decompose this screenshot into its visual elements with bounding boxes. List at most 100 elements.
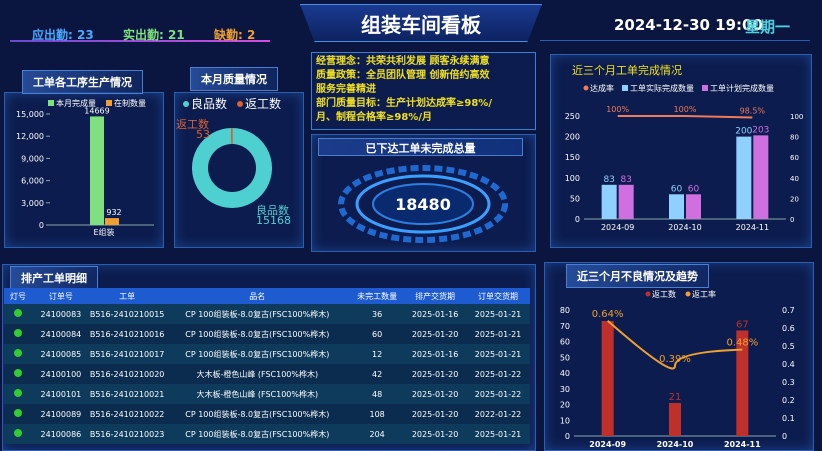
table-row[interactable]: 24100085 B516-2410210017 CP 100组装板-8.0复古(F…: [4, 344, 530, 364]
legend-swatch-rework-count: [645, 291, 651, 297]
completion-panel-title: 近三个月工单完成情况: [572, 64, 682, 77]
y-tick-label: 0: [39, 221, 44, 230]
header-line-left: [10, 40, 270, 42]
defect-chart: 返工数 返工率 80 70 60 50 40 30 20 10 0 0.7 0.6 0.5 0.4 0.…: [560, 289, 795, 449]
y2-tick-label: 0: [782, 432, 787, 441]
completion-bar: [601, 184, 617, 219]
completion-bar: [753, 135, 769, 219]
donut-slice: [192, 128, 272, 208]
schedule-table: 灯号 订单号 工单 品名 未完工数量 排产交货期 订单交货期 24100083 B…: [4, 288, 530, 444]
cell-schedule-date: 2025-01-16: [404, 344, 467, 364]
y2-tick-label: 60: [790, 154, 799, 162]
completion-bar: [669, 194, 684, 219]
status-light-icon: [13, 329, 22, 337]
cell-order-date: 2025-01-21: [466, 424, 530, 444]
bar-completed: [90, 116, 104, 225]
legend-swatch-rate: [583, 85, 589, 91]
cell-product-name: 大木板-橙色山峰 (FSC100%桦木): [164, 384, 351, 404]
completion-bar-label: 203: [752, 125, 769, 135]
table-row[interactable]: 24100084 B516-2410210016 CP 100组装板-8.0复古(F…: [4, 324, 530, 344]
table-row[interactable]: 24100083 B516-2410210015 CP 100组装板-8.0复古(F…: [4, 304, 530, 324]
cell-schedule-date: 2025-01-16: [404, 304, 467, 324]
philosophy-line-1: 经营理念：共荣共利发展 顾客永续满意: [316, 56, 490, 67]
y2-tick-label: 0.4: [782, 360, 795, 369]
cell-work-order: B516-2410210017: [89, 344, 165, 364]
col-unfinished-qty[interactable]: 未完工数量: [350, 288, 405, 304]
cell-work-order: B516-2410210021: [89, 384, 165, 404]
completion-bar-label: 60: [688, 184, 700, 194]
legend-swatch-rework: [237, 101, 243, 107]
cell-schedule-date: 2025-01-20: [404, 424, 467, 444]
y-tick-label: 3,000: [21, 199, 44, 208]
attendance-actual: 实出勤: 21: [123, 26, 185, 43]
table-row[interactable]: 24100101 B516-2410210021 大木板-橙色山峰 (FSC100%…: [4, 384, 530, 404]
completion-bar-label: 60: [671, 184, 683, 194]
status-light-icon: [13, 369, 22, 377]
col-product-name[interactable]: 品名: [164, 288, 351, 304]
table-header-row: 灯号 订单号 工单 品名 未完工数量 排产交货期 订单交货期: [4, 288, 530, 304]
y-tick-label: 0: [565, 432, 570, 441]
cell-order-no: 24100100: [31, 364, 90, 384]
completion-bar: [736, 136, 752, 219]
col-work-order[interactable]: 工单: [89, 288, 165, 304]
cell-order-date: 2025-01-22: [466, 384, 530, 404]
status-light-icon: [13, 409, 22, 417]
attendance-absent: 缺勤: 2: [214, 26, 255, 43]
good-name-label: 良品数: [256, 203, 289, 217]
col-schedule-date[interactable]: 排产交货期: [404, 288, 467, 304]
rework-name-label: 返工数: [176, 118, 209, 131]
x-tick-label: 2024-09: [601, 223, 634, 232]
cell-product-name: CP 100组装板-8.0复古(FSC100%桦木): [164, 404, 351, 424]
rate-label: 100%: [606, 105, 629, 114]
gauge-outer-ring: [338, 165, 508, 243]
cell-order-date: 2025-01-22: [466, 364, 530, 384]
cell-product-name: CP 100组装板-8.0复古(FSC100%桦木): [164, 304, 351, 324]
philosophy-panel: 经营理念：共荣共利发展 顾客永续满意 质量政策：全员团队管理 创新倍约高效 服务…: [311, 52, 536, 130]
legend-swatch-good: [183, 101, 189, 107]
col-light[interactable]: 灯号: [4, 288, 32, 304]
attendance-expected: 应出勤: 23: [32, 26, 94, 43]
gauge-mid-ring: [355, 174, 491, 234]
y2-tick-label: 20: [790, 195, 799, 203]
attendance-absent-value: 2: [247, 28, 256, 42]
y-tick-label: 40: [560, 369, 570, 378]
process-chart: 本月完成量 在制数量 15,00012,0009,0006,0003,0000 …: [16, 98, 154, 237]
legend-rework: 返工数: [245, 96, 281, 111]
title-frame: [300, 4, 542, 42]
y2-tick-label: 0.7: [782, 306, 795, 315]
cell-order-no: 24100084: [31, 324, 90, 344]
attendance-actual-label: 实出勤:: [123, 28, 164, 42]
status-light-cell: [4, 384, 32, 404]
y2-tick-label: 0.5: [782, 342, 795, 351]
cell-unfinished-qty: 12: [350, 344, 405, 364]
bar-wip: [105, 218, 119, 225]
attendance-expected-value: 23: [77, 28, 94, 42]
table-row[interactable]: 24100100 B516-2410210020 大木板-橙色山峰 (FSC100%…: [4, 364, 530, 384]
process-panel: [4, 92, 164, 248]
donut: [192, 128, 272, 208]
cell-unfinished-qty: 204: [350, 424, 405, 444]
table-row[interactable]: 24100089 B516-2410210022 CP 100组装板-8.0复古(F…: [4, 404, 530, 424]
cell-product-name: 大木板-橙色山峰 (FSC100%桦木): [164, 364, 351, 384]
cell-order-date: 2025-01-21: [466, 304, 530, 324]
rework-bar-label: 67: [736, 319, 749, 330]
philosophy-line-5: 月、制程合格率≥98%/月: [316, 112, 432, 123]
legend-plan: 工单计划完成数量: [710, 83, 774, 93]
y2-tick-label: 40: [790, 175, 799, 183]
y-tick-label: 80: [560, 306, 570, 315]
table-row[interactable]: 24100086 B516-2410210023 CP 100组装板-8.0复古(F…: [4, 424, 530, 444]
rework-bar: [669, 402, 681, 436]
legend-rate: 达成率: [590, 83, 614, 93]
legend-swatch-completed: [48, 100, 54, 106]
col-order-no[interactable]: 订单号: [31, 288, 90, 304]
page-title: 组装车间看板: [361, 13, 481, 37]
header-bar: 组装车间看板 应出勤: 23 实出勤: 21 缺勤: 2 2024-12-30 …: [0, 0, 822, 52]
y2-tick-label: 0: [790, 216, 794, 224]
y-tick-label: 50: [570, 194, 580, 203]
cell-work-order: B516-2410210016: [89, 324, 165, 344]
col-order-date[interactable]: 订单交货期: [466, 288, 530, 304]
cell-order-date: 2022-01-22: [466, 404, 530, 424]
y2-tick-label: 0.1: [782, 414, 795, 423]
y-tick-label: 9,000: [21, 154, 44, 163]
legend-rework-rate: 返工率: [692, 289, 716, 299]
